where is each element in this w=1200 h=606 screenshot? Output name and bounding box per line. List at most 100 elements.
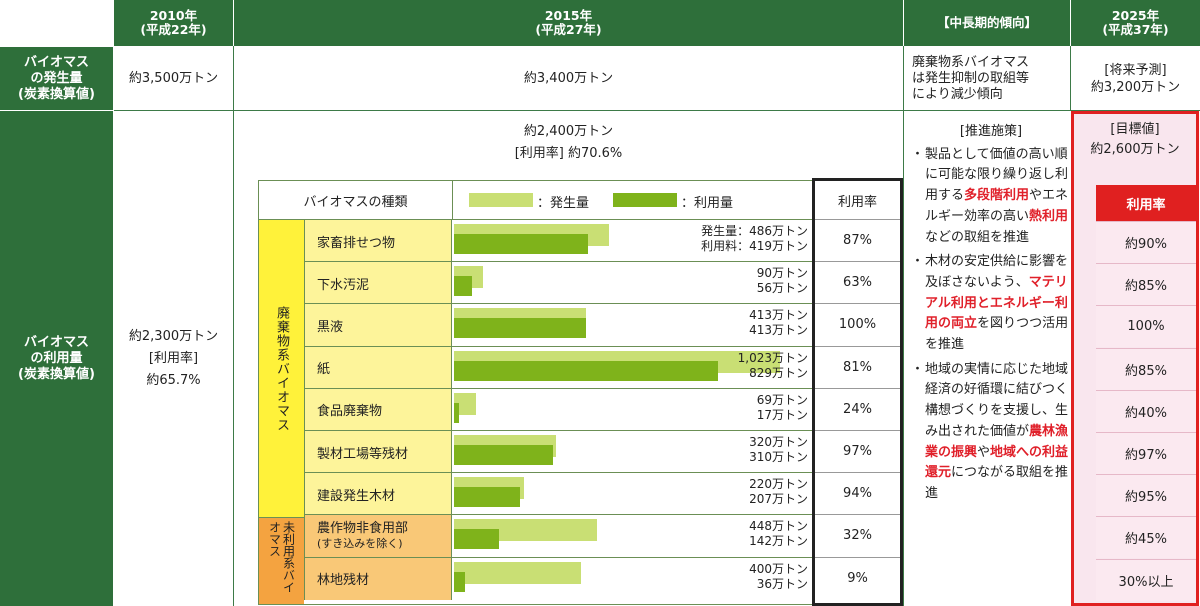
header-2025: 2025年 (平成37年)	[1071, 0, 1200, 46]
measures-heading: [推進施策]	[959, 124, 1023, 139]
measures-list: 製品として価値の高い順に可能な限り繰り返し利用する多段階利用やエネルギー効率の高…	[911, 145, 1071, 505]
header-2010: 2010年 (平成22年)	[114, 0, 233, 46]
rate-value: 97%	[815, 430, 900, 472]
generation-value: 90万トン	[756, 266, 808, 281]
biomass-row: 建設発生木材 220万トン 207万トン	[259, 472, 814, 516]
promotion-measures: [推進施策] 製品として価値の高い順に可能な限り繰り返し利用する多段階利用やエネ…	[911, 122, 1071, 509]
target-rate-value: 約85%	[1096, 263, 1196, 306]
target-rate-value: 約85%	[1096, 347, 1196, 390]
target-summary: [目標値] 約2,600万トン	[1074, 120, 1196, 160]
rate-value: 9%	[815, 556, 900, 599]
generation-2010: 約3,500万トン	[114, 47, 233, 110]
target-amount: 約2,600万トン	[1090, 142, 1180, 157]
bar-values: 448万トン 142万トン	[749, 519, 808, 549]
bar-area: 448万トン 142万トン	[452, 515, 814, 557]
usage-bar	[454, 360, 719, 381]
gen-label-1: バイオマス	[23, 54, 89, 70]
trend-line-2: は発生抑制の取組等	[912, 70, 1030, 86]
bar-values: 90万トン 56万トン	[757, 266, 808, 296]
usage-value: 142万トン	[749, 534, 808, 549]
group-unused-label: 未利用系バイオマス	[267, 521, 296, 593]
biomass-name-text: 製材工場等残材	[317, 446, 409, 462]
biomass-name: 黒液	[304, 304, 452, 347]
bar-area: 1,023万トン 829万トン	[452, 347, 814, 389]
use-label-1: バイオマス	[23, 334, 89, 350]
target-rate-value: 約45%	[1096, 516, 1196, 559]
measure-highlight: 熱利用	[1029, 208, 1069, 224]
biomass-name-text: 林地残材	[317, 573, 370, 589]
rate-value: 87%	[815, 219, 900, 261]
divider	[903, 46, 904, 606]
bar-values: 69万トン 17万トン	[757, 393, 808, 423]
biomass-name: 食品廃棄物	[304, 388, 452, 431]
biomass-row: 製材工場等残材 320万トン 310万トン	[259, 430, 814, 473]
bar-values: 発生量：486万トン 利用料：419万トン	[701, 224, 808, 254]
generation-value: 413万トン	[749, 308, 808, 323]
target-rate-header: 利用率	[1096, 185, 1196, 221]
target-label: [目標値]	[1110, 122, 1160, 137]
target-column: [目標値] 約2,600万トン 利用率 約90% 約85% 100% 約85% 約40%…	[1071, 111, 1199, 606]
usage-2015-amount: 約2,400万トン	[523, 124, 614, 139]
rate-value: 100%	[815, 303, 900, 345]
biomass-row: 黒液 413万トン 413万トン	[259, 303, 814, 347]
group-unused: 未利用系バイオマス	[259, 517, 304, 604]
type-header: バイオマスの種類	[259, 181, 452, 219]
forecast-label: [将来予測]	[1104, 62, 1167, 78]
divider	[1070, 46, 1071, 111]
usage-value: 利用料：419万トン	[701, 239, 808, 253]
generation-2015: 約3,400万トン	[234, 47, 903, 110]
gen-label-3: (炭素換算値)	[18, 86, 95, 102]
usage-bar	[454, 445, 553, 465]
generation-value: 320万トン	[749, 435, 808, 449]
biomass-row: 紙 1,023万トン 829万トン	[259, 345, 814, 389]
bar-area: 413万トン 413万トン	[452, 304, 814, 346]
header-2025-era: (平成37年)	[1102, 22, 1169, 37]
measure-highlight: 多段階利用	[964, 188, 1030, 204]
measure-text: を図りつつ活用を推進	[925, 316, 1069, 353]
measure-text: 地域の実情に応じた地域経済の好循環に結びつく構想づくりを支援し、生み出された価値…	[925, 361, 1069, 439]
header-2010-era: (平成22年)	[140, 22, 207, 37]
target-rate-value: 約97%	[1096, 432, 1196, 474]
measure-item: 製品として価値の高い順に可能な限り繰り返し利用する多段階利用やエネルギー効率の高…	[911, 145, 1071, 249]
rate-value: 94%	[815, 472, 900, 514]
usage-bar	[454, 529, 500, 550]
row-label-usage: バイオマス の利用量 (炭素換算値)	[0, 111, 113, 606]
biomass-row: 下水汚泥 90万トン 56万トン	[259, 261, 814, 305]
usage-2010-rate: 約65.7%	[146, 372, 201, 388]
target-rate-value: 約95%	[1096, 474, 1196, 517]
group-waste-label: 廃棄物系バイオマス	[274, 305, 289, 432]
legend: ：発生量 ：利用量	[452, 181, 814, 219]
generation-value: 400万トン	[749, 561, 808, 576]
bar-area: 320万トン 310万トン	[452, 431, 814, 473]
biomass-name-text: 食品廃棄物	[317, 404, 383, 420]
bar-values: 400万トン 36万トン	[749, 562, 808, 592]
generation-bar	[454, 392, 476, 415]
use-label-3: (炭素換算値)	[18, 366, 95, 382]
usage-bar	[454, 402, 460, 423]
bar-area: 69万トン 17万トン	[452, 389, 814, 431]
generation-value: 発生量：486万トン	[701, 224, 808, 238]
target-rate-value: 30%以上	[1096, 558, 1196, 601]
rate-column: 利用率 87% 63% 100% 81% 24% 97% 94% 32% 9%	[812, 178, 903, 606]
rate-value: 32%	[815, 514, 900, 556]
divider	[1070, 0, 1071, 46]
measure-text: やエネルギー効率の高い	[925, 188, 1069, 224]
gen-label-2: の発生量	[30, 70, 83, 86]
divider	[0, 110, 114, 111]
divider	[903, 0, 904, 46]
biomass-name-text: 紙	[317, 362, 331, 378]
header-2010-year: 2010年	[149, 8, 198, 23]
bar-area: 400万トン 36万トン	[452, 558, 814, 600]
header-trend: 【中長期的傾向】	[904, 0, 1070, 46]
generation-value: 220万トン	[749, 477, 808, 492]
usage-2010: 約2,300万トン [利用率] 約65.7%	[114, 111, 233, 606]
usage-2010-amount: 約2,300万トン	[128, 328, 219, 344]
target-rate-value: 約90%	[1096, 221, 1196, 263]
row-label-generation: バイオマス の発生量 (炭素換算値)	[0, 47, 113, 110]
biomass-name: 下水汚泥	[304, 262, 452, 305]
generation-value: 69万トン	[756, 392, 808, 407]
legend-use-swatch	[613, 193, 677, 207]
forecast-value: 約3,200万トン	[1090, 79, 1181, 95]
usage-2015-summary: 約2,400万トン [利用率] 約70.6%	[234, 118, 903, 168]
